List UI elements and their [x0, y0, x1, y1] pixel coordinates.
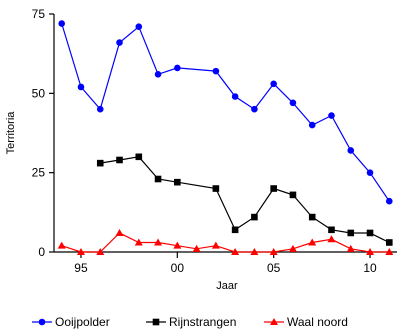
data-point-ooijpolder — [328, 112, 335, 119]
data-point-ooijpolder — [116, 39, 123, 46]
data-point-ooijpolder — [270, 80, 277, 88]
legend-item-waal-noord: Waal noord — [264, 315, 348, 329]
data-point-waal-noord — [76, 248, 85, 255]
data-point-waal-noord — [134, 238, 143, 246]
x-axis-label: Jaar — [216, 280, 238, 292]
series-ooijpolder — [58, 20, 393, 205]
data-point-waal-noord — [57, 241, 66, 249]
y-ticks: 0 25 50 75 — [32, 7, 54, 259]
series-layer — [57, 20, 394, 255]
data-point-waal-noord — [308, 238, 317, 246]
data-point-rijnstrangen — [96, 159, 104, 167]
data-point-rijnstrangen — [289, 191, 297, 199]
legend: Ooijpolder Rijnstrangen Waal noord — [32, 315, 348, 329]
data-point-ooijpolder — [385, 197, 393, 205]
data-point-waal-noord — [96, 248, 105, 255]
data-point-rijnstrangen — [116, 156, 123, 164]
series-line-rijnstrangen — [100, 156, 390, 244]
y-tick-label: 25 — [32, 166, 46, 180]
data-point-rijnstrangen — [174, 178, 181, 186]
data-point-ooijpolder — [347, 147, 355, 154]
y-tick-label: 50 — [32, 86, 46, 100]
data-point-ooijpolder — [212, 67, 220, 75]
data-point-ooijpolder — [58, 20, 66, 27]
legend-item-ooijpolder: Ooijpolder — [32, 315, 110, 329]
data-point-ooijpolder — [135, 23, 143, 30]
data-point-waal-noord — [154, 238, 163, 246]
data-point-rijnstrangen — [212, 185, 220, 192]
data-point-waal-noord — [231, 248, 240, 255]
data-point-ooijpolder — [366, 169, 374, 176]
data-point-waal-noord — [211, 241, 220, 249]
data-point-ooijpolder — [289, 99, 297, 107]
data-point-rijnstrangen — [347, 229, 355, 237]
x-tick-label: 95 — [74, 261, 88, 275]
data-point-waal-noord — [346, 244, 355, 252]
series-waal-noord — [57, 228, 394, 255]
data-point-ooijpolder — [251, 105, 258, 113]
y-tick-label: 75 — [32, 7, 46, 21]
legend-marker-waal-noord — [270, 318, 278, 325]
data-point-waal-noord — [192, 244, 201, 252]
data-point-rijnstrangen — [154, 175, 162, 183]
data-point-waal-noord — [366, 248, 375, 255]
legend-marker-rijnstrangen — [152, 318, 160, 326]
data-point-rijnstrangen — [385, 239, 393, 246]
data-point-ooijpolder — [231, 93, 239, 100]
data-point-waal-noord — [327, 235, 336, 243]
data-point-waal-noord — [115, 228, 124, 236]
data-point-ooijpolder — [174, 64, 181, 72]
legend-label-rijnstrangen: Rijnstrangen — [169, 315, 236, 329]
data-point-rijnstrangen — [135, 153, 143, 161]
data-point-ooijpolder — [77, 83, 85, 91]
data-point-rijnstrangen — [231, 226, 239, 234]
data-point-ooijpolder — [96, 105, 104, 113]
data-point-waal-noord — [269, 248, 278, 255]
data-point-rijnstrangen — [251, 213, 258, 221]
data-point-rijnstrangen — [328, 226, 335, 234]
data-point-waal-noord — [385, 248, 394, 255]
legend-label-waal-noord: Waal noord — [287, 315, 348, 329]
data-point-waal-noord — [250, 248, 259, 255]
data-point-ooijpolder — [308, 121, 316, 129]
axes — [53, 14, 397, 253]
x-ticks: 95 00 05 10 — [74, 252, 377, 275]
data-point-ooijpolder — [154, 70, 162, 78]
y-tick-label: 0 — [38, 245, 45, 259]
legend-marker-ooijpolder — [38, 318, 46, 326]
x-tick-label: 05 — [267, 261, 281, 275]
data-point-rijnstrangen — [270, 185, 277, 192]
data-point-waal-noord — [288, 244, 297, 252]
legend-label-ooijpolder: Ooijpolder — [55, 315, 110, 329]
data-point-rijnstrangen — [366, 229, 374, 237]
y-axis-label: Territoria — [5, 111, 17, 155]
series-rijnstrangen — [96, 153, 393, 246]
x-tick-label: 10 — [363, 261, 377, 275]
data-point-rijnstrangen — [308, 213, 316, 221]
x-tick-label: 00 — [171, 261, 185, 275]
data-point-waal-noord — [173, 241, 182, 249]
series-line-waal-noord — [61, 232, 390, 253]
legend-item-rijnstrangen: Rijnstrangen — [146, 315, 236, 329]
series-line-ooijpolder — [61, 23, 390, 202]
